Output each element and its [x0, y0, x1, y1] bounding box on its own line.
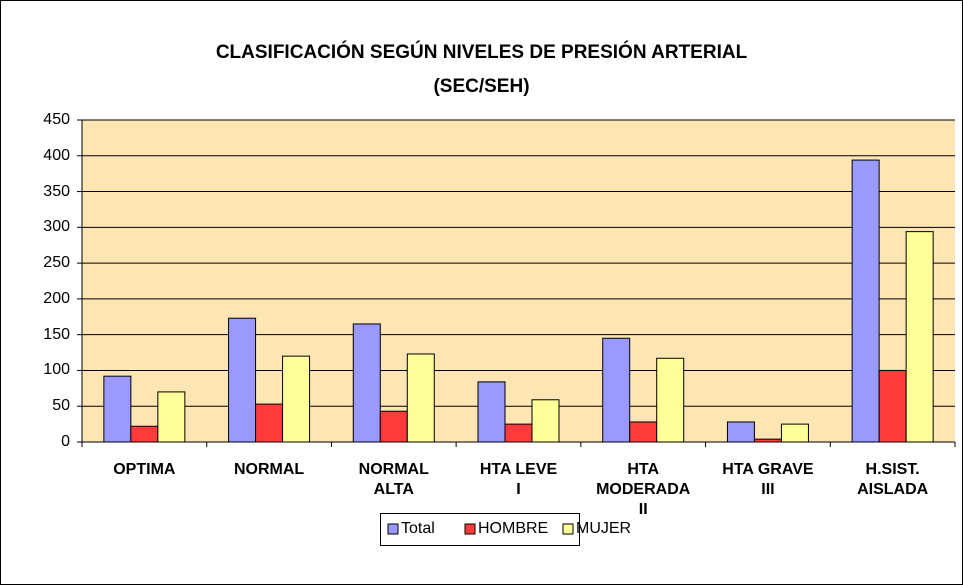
legend-swatch	[387, 523, 399, 535]
bar	[379, 410, 408, 443]
bar	[878, 369, 907, 443]
x-tick-label: H.SIST. AISLADA	[857, 461, 929, 498]
legend-label: Total	[401, 520, 435, 537]
plot-area	[82, 120, 955, 442]
y-tick-label: 150	[43, 325, 70, 343]
legend-label: MUJER	[576, 520, 632, 537]
bar	[406, 353, 435, 443]
bar	[504, 423, 533, 443]
x-tick-label: NORMAL ALTA	[358, 461, 429, 498]
bar	[103, 375, 132, 443]
legend-swatch	[464, 523, 476, 535]
y-tick-label: 50	[52, 397, 70, 415]
bar	[629, 421, 658, 443]
bar	[157, 391, 186, 443]
y-tick-label: 400	[43, 146, 70, 164]
bar	[905, 231, 934, 443]
y-tick-label: 300	[43, 218, 70, 236]
x-tick-label: OPTIMA	[113, 461, 176, 478]
bar	[531, 399, 560, 443]
y-tick-label: 200	[43, 289, 70, 307]
y-tick-label: 0	[61, 433, 70, 450]
y-tick-label: 450	[43, 111, 70, 128]
bar	[352, 323, 381, 443]
x-tick-label: HTA LEVE I	[479, 461, 558, 498]
x-tick-label: HTA MODERADA II	[596, 461, 691, 518]
bar	[130, 425, 159, 443]
y-tick-label: 100	[43, 361, 70, 379]
x-tick-label: NORMAL	[233, 461, 305, 478]
legend-label: HOMBRE	[478, 520, 549, 537]
legend-swatch	[562, 523, 574, 535]
bar	[228, 317, 257, 443]
x-tick-label: HTA GRAVE III	[722, 461, 814, 498]
chart-title: CLASIFICACIÓN SEGÚN NIVELES DE PRESIÓN A…	[215, 42, 748, 97]
legend-box	[380, 513, 580, 546]
bar	[477, 381, 506, 443]
bar	[255, 403, 284, 443]
bar	[726, 421, 755, 443]
bar	[656, 357, 685, 443]
bar	[851, 159, 880, 443]
bar	[780, 423, 809, 443]
y-tick-label: 350	[43, 182, 70, 200]
y-tick-label: 250	[43, 254, 70, 272]
bar	[282, 355, 311, 443]
bar	[602, 337, 631, 443]
